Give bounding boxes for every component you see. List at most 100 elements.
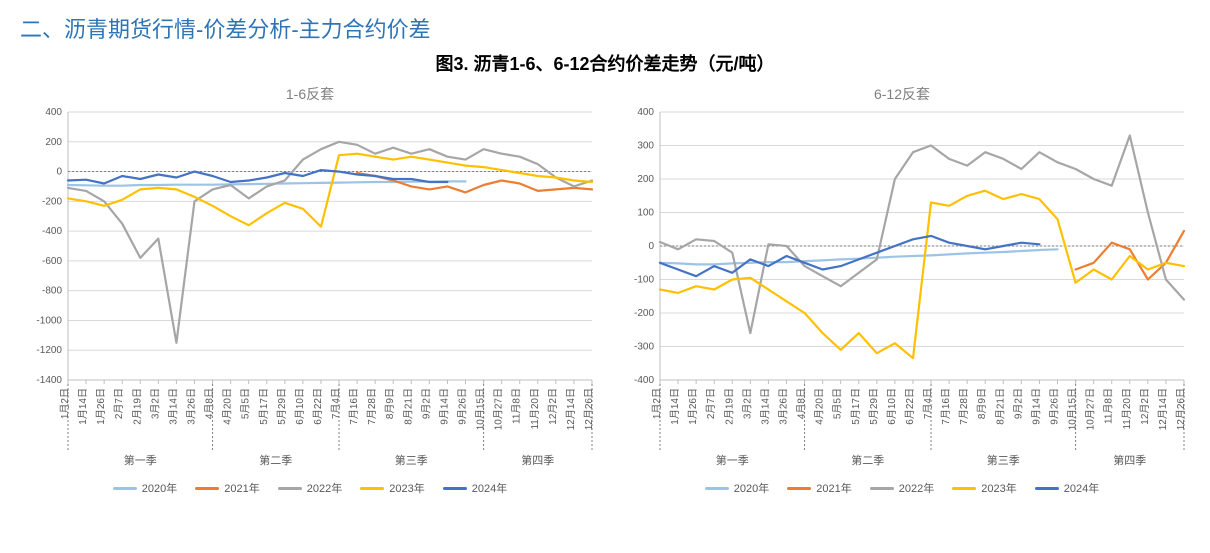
svg-text:5月29日: 5月29日 — [868, 388, 880, 425]
legend-swatch — [443, 487, 467, 490]
svg-text:第一季: 第一季 — [124, 453, 157, 467]
svg-text:12月2日: 12月2日 — [1139, 388, 1151, 425]
svg-text:11月20日: 11月20日 — [1121, 388, 1133, 430]
svg-text:5月29日: 5月29日 — [276, 388, 288, 425]
svg-text:4月8日: 4月8日 — [204, 388, 216, 419]
svg-text:第四季: 第四季 — [1113, 453, 1146, 467]
svg-text:1月26日: 1月26日 — [95, 388, 107, 425]
legend-item-s2022: 2022年 — [278, 480, 342, 496]
svg-text:9月2日: 9月2日 — [1012, 388, 1024, 419]
svg-text:2月19日: 2月19日 — [723, 388, 735, 425]
svg-text:8月21日: 8月21日 — [402, 388, 414, 425]
svg-text:10月15日: 10月15日 — [475, 388, 487, 430]
svg-text:-800: -800 — [42, 286, 62, 297]
legend-right: 2020年 2021年 2022年 2023年 2024年 — [612, 480, 1192, 496]
svg-text:11月20日: 11月20日 — [529, 388, 541, 430]
chart-right: -400-300-200-1000100200300400第一季第二季第三季第四… — [612, 106, 1192, 476]
legend-label: 2022年 — [307, 480, 342, 496]
svg-text:4月8日: 4月8日 — [796, 388, 808, 419]
chart-left-wrap: 1-6反套 -1400-1200-1000-800-600-400-200020… — [20, 80, 600, 496]
svg-text:12月14日: 12月14日 — [565, 388, 577, 430]
svg-text:10月27日: 10月27日 — [1085, 388, 1097, 430]
svg-text:200: 200 — [637, 174, 654, 185]
svg-text:5月5日: 5月5日 — [832, 388, 844, 419]
svg-text:8月9日: 8月9日 — [384, 388, 396, 419]
chart-left: -1400-1200-1000-800-600-400-2000200400第一… — [20, 106, 600, 476]
legend-item-s2022: 2022年 — [870, 480, 934, 496]
svg-text:0: 0 — [648, 241, 654, 252]
legend-swatch — [113, 487, 137, 490]
svg-text:9月14日: 9月14日 — [438, 388, 450, 425]
svg-text:3月2日: 3月2日 — [741, 388, 753, 419]
svg-text:3月14日: 3月14日 — [759, 388, 771, 425]
svg-text:3月26日: 3月26日 — [777, 388, 789, 425]
legend-swatch — [787, 487, 811, 490]
legend-label: 2024年 — [472, 480, 507, 496]
legend-label: 2024年 — [1064, 480, 1099, 496]
svg-text:10月27日: 10月27日 — [493, 388, 505, 430]
svg-text:4月20日: 4月20日 — [814, 388, 826, 425]
svg-text:2月7日: 2月7日 — [113, 388, 125, 419]
chart-right-wrap: 6-12反套 -400-300-200-1000100200300400第一季第… — [612, 80, 1192, 496]
legend-label: 2020年 — [734, 480, 769, 496]
chart-left-subtitle: 1-6反套 — [20, 84, 600, 104]
section-title: 二、沥青期货行情-价差分析-主力合约价差 — [20, 12, 1190, 44]
svg-text:8月21日: 8月21日 — [994, 388, 1006, 425]
svg-text:3月14日: 3月14日 — [167, 388, 179, 425]
svg-text:-400: -400 — [42, 226, 62, 237]
legend-label: 2021年 — [816, 480, 851, 496]
svg-text:7月4日: 7月4日 — [330, 388, 342, 419]
svg-text:7月16日: 7月16日 — [348, 388, 360, 425]
svg-text:12月2日: 12月2日 — [547, 388, 559, 425]
svg-text:10月15日: 10月15日 — [1067, 388, 1079, 430]
svg-text:-300: -300 — [634, 342, 654, 353]
svg-text:7月28日: 7月28日 — [366, 388, 378, 425]
legend-swatch — [360, 487, 384, 490]
svg-text:1月2日: 1月2日 — [651, 388, 663, 419]
svg-text:2月19日: 2月19日 — [131, 388, 143, 425]
svg-text:5月17日: 5月17日 — [850, 388, 862, 425]
svg-text:-400: -400 — [634, 375, 654, 386]
svg-text:第一季: 第一季 — [716, 453, 749, 467]
svg-text:12月26日: 12月26日 — [1175, 388, 1187, 430]
svg-text:6月10日: 6月10日 — [886, 388, 898, 425]
svg-text:3月26日: 3月26日 — [185, 388, 197, 425]
svg-text:100: 100 — [637, 208, 654, 219]
legend-swatch — [870, 487, 894, 490]
series-s2022 — [660, 136, 1184, 334]
svg-text:11月8日: 11月8日 — [1103, 388, 1115, 424]
legend-item-s2021: 2021年 — [787, 480, 851, 496]
svg-text:1月14日: 1月14日 — [669, 388, 681, 425]
svg-text:7月28日: 7月28日 — [958, 388, 970, 425]
legend-swatch — [195, 487, 219, 490]
legend-item-s2020: 2020年 — [705, 480, 769, 496]
svg-text:0: 0 — [56, 167, 62, 178]
svg-text:300: 300 — [637, 141, 654, 152]
svg-text:1月2日: 1月2日 — [59, 388, 71, 419]
legend-item-s2023: 2023年 — [360, 480, 424, 496]
svg-text:第三季: 第三季 — [395, 453, 428, 467]
svg-text:3月2日: 3月2日 — [149, 388, 161, 419]
svg-text:11月8日: 11月8日 — [511, 388, 523, 424]
svg-text:12月26日: 12月26日 — [583, 388, 595, 430]
svg-text:9月14日: 9月14日 — [1030, 388, 1042, 425]
svg-text:9月26日: 9月26日 — [1049, 388, 1061, 425]
svg-text:9月2日: 9月2日 — [420, 388, 432, 419]
legend-item-s2020: 2020年 — [113, 480, 177, 496]
svg-text:1月14日: 1月14日 — [77, 388, 89, 425]
svg-text:第四季: 第四季 — [521, 453, 554, 467]
legend-swatch — [952, 487, 976, 490]
svg-text:4月20日: 4月20日 — [222, 388, 234, 425]
legend-label: 2021年 — [224, 480, 259, 496]
series-s2020 — [660, 249, 1058, 264]
legend-label: 2023年 — [981, 480, 1016, 496]
svg-text:-1000: -1000 — [36, 315, 62, 326]
legend-item-s2024: 2024年 — [443, 480, 507, 496]
legend-label: 2020年 — [142, 480, 177, 496]
svg-text:5月17日: 5月17日 — [258, 388, 270, 425]
svg-text:8月9日: 8月9日 — [976, 388, 988, 419]
legend-item-s2021: 2021年 — [195, 480, 259, 496]
legend-swatch — [1035, 487, 1059, 490]
legend-item-s2023: 2023年 — [952, 480, 1016, 496]
svg-text:第二季: 第二季 — [259, 453, 292, 467]
